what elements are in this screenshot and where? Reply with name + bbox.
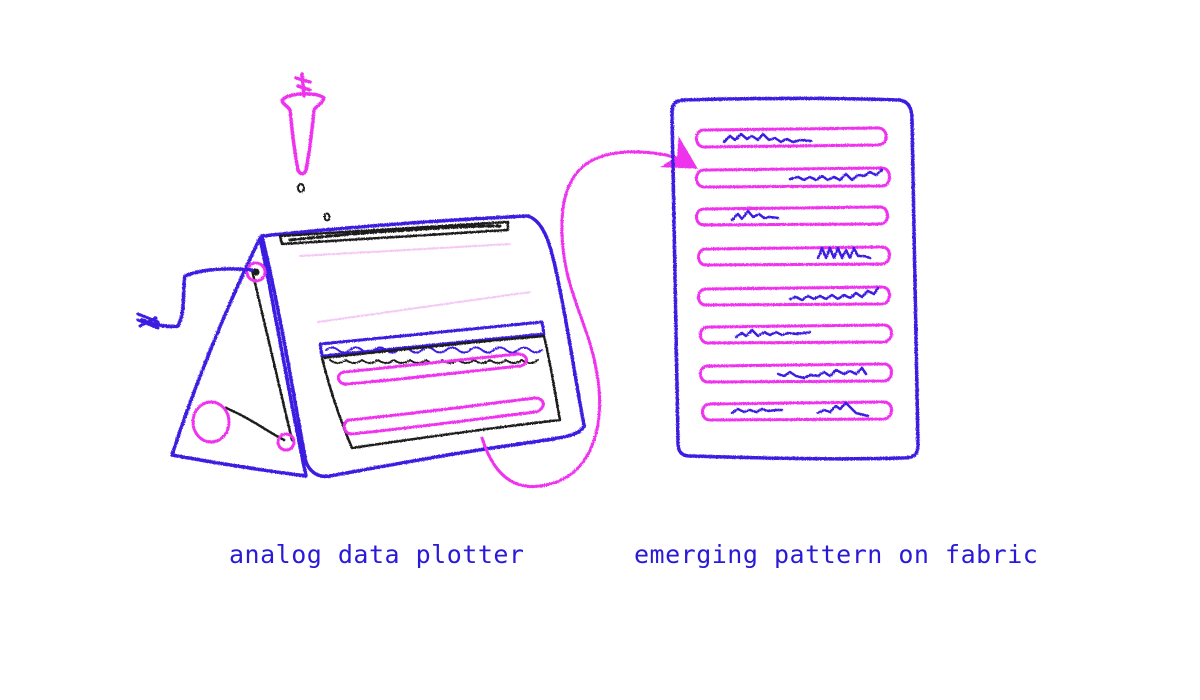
trace-4 <box>816 246 872 260</box>
strip-2 <box>695 166 891 189</box>
small-wheel-bottom <box>276 432 296 452</box>
trace-2 <box>788 168 884 182</box>
plotted-traces <box>722 132 884 418</box>
ink-dropper <box>280 72 326 176</box>
strip-6 <box>699 323 893 345</box>
top-roller-fill <box>288 224 502 242</box>
analog-data-plotter <box>136 72 698 488</box>
strip-3 <box>695 205 889 227</box>
trace-3 <box>730 209 780 222</box>
strip-8 <box>701 400 893 422</box>
output-tray <box>320 334 562 450</box>
fabric-strips <box>695 126 893 422</box>
ink-drop-2 <box>323 212 331 222</box>
side-frame <box>170 236 308 478</box>
strip-1 <box>695 126 888 149</box>
paper-guide-2 <box>317 291 531 323</box>
trace-7 <box>776 366 868 380</box>
plotter-body <box>260 214 586 479</box>
top-roller <box>278 220 510 246</box>
fabric-caption: emerging pattern on fabric <box>634 540 1039 569</box>
strip-7 <box>699 362 893 384</box>
middle-roller <box>318 320 546 358</box>
curved-arrow <box>480 136 698 488</box>
crank-grip <box>136 312 160 330</box>
paper-guide-1 <box>299 243 511 257</box>
plotter-caption: analog data plotter <box>229 540 525 569</box>
fabric-panel <box>670 96 920 461</box>
fabric-strip-1 <box>336 352 528 386</box>
crank-axle <box>252 268 260 276</box>
ink-drop-1 <box>297 183 305 193</box>
middle-roller-texture <box>325 346 543 354</box>
fabric-frame <box>670 96 920 461</box>
trace-5 <box>788 286 880 302</box>
trace-1 <box>722 132 813 144</box>
trace-8a <box>730 407 784 415</box>
trace-8b <box>816 401 870 418</box>
crank-hub <box>245 261 267 283</box>
strip-5 <box>697 285 891 307</box>
crank-handle <box>140 267 254 329</box>
trace-6 <box>734 328 812 339</box>
fabric-strip-2 <box>342 396 545 436</box>
large-wheel <box>191 400 231 444</box>
strip-4 <box>697 245 891 267</box>
